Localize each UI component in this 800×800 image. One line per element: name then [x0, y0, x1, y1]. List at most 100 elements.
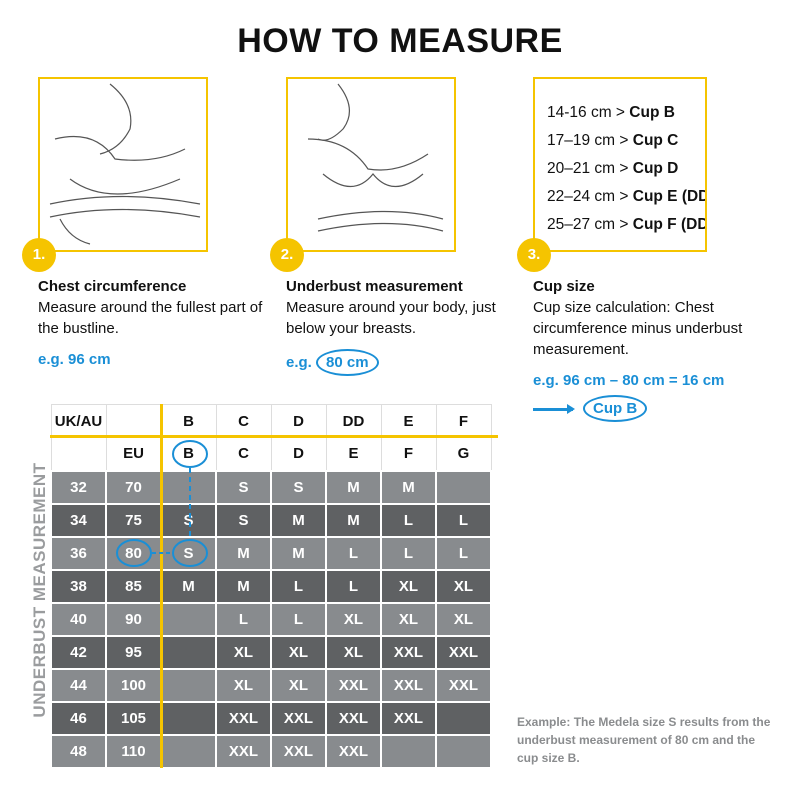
table-cell: L [270, 568, 327, 604]
table-row: UK/AU B C D DD E F [50, 404, 492, 438]
table-cell: XXL [325, 733, 382, 769]
yellow-divider-horizontal [50, 435, 498, 438]
table-cell [435, 469, 492, 505]
cup-row: 14-16 cm > Cup B [547, 104, 675, 121]
table-cell: F [435, 404, 492, 438]
table-cell: L [380, 502, 437, 538]
yellow-divider-vertical [160, 404, 163, 768]
table-cell: XXL [435, 667, 492, 703]
table-cell: 36 [50, 535, 107, 571]
table-cell: C [215, 437, 272, 471]
step-heading: Cup size [533, 278, 595, 295]
table-cell: M [325, 502, 382, 538]
table-row: 40 90 L L XL XL XL [50, 601, 492, 637]
underbust-measure-drawing-icon [307, 83, 444, 232]
step-underbust: Underbust measurement Measure around you… [286, 276, 501, 376]
table-cell: D [270, 437, 327, 471]
table-row: 36 80 S M M L L L [50, 535, 492, 571]
step-heading: Chest circumference [38, 278, 187, 295]
table-cell: 95 [105, 634, 162, 670]
table-cell: 105 [105, 700, 162, 736]
example-note: Example: The Medela size S results from … [517, 715, 771, 765]
table-cell: 38 [50, 568, 107, 604]
table-cell [50, 437, 107, 471]
step-badge-3: 3. [517, 238, 551, 272]
table-cell: 46 [50, 700, 107, 736]
step-example: e.g. 96 cm – 80 cm = 16 cm [533, 372, 725, 389]
step-result: Cup B [533, 395, 778, 422]
chest-illustration [38, 77, 208, 252]
table-cell: 100 [105, 667, 162, 703]
table-cell: M [270, 502, 327, 538]
table-cell: B [160, 404, 217, 438]
table-cell: EU [105, 437, 162, 471]
table-cell: XXL [270, 700, 327, 736]
table-cell: M [215, 535, 272, 571]
table-cell: 42 [50, 634, 107, 670]
step-cup: Cup size Cup size calculation: Chest cir… [533, 276, 778, 422]
table-cell: 40 [50, 601, 107, 637]
step-chest: Chest circumference Measure around the f… [38, 276, 263, 370]
table-cell: XXL [435, 634, 492, 670]
table-cell: XXL [380, 700, 437, 736]
table-cell: S [215, 469, 272, 505]
table-cell: XL [325, 601, 382, 637]
table-cell: XXL [380, 634, 437, 670]
table-cell [160, 634, 217, 670]
table-cell: M [160, 568, 217, 604]
table-cell [160, 469, 217, 505]
table-cell: M [215, 568, 272, 604]
step-text: Measure around the fullest part of the b… [38, 299, 263, 337]
table-row: 32 70 S S M M [50, 469, 492, 505]
table-cell [160, 667, 217, 703]
table-cell: L [325, 568, 382, 604]
table-cell: XL [435, 601, 492, 637]
table-cell: XL [270, 667, 327, 703]
table-cell: S [270, 469, 327, 505]
underbust-axis-label: UNDERBUST MEASUREMENT [30, 462, 49, 718]
table-cell: XL [435, 568, 492, 604]
table-cell: L [270, 601, 327, 637]
step-text: Cup size calculation: Chest circumferenc… [533, 299, 743, 358]
table-cell: B [160, 437, 217, 471]
table-cell [435, 733, 492, 769]
table-cell: L [380, 535, 437, 571]
table-cell: DD [325, 404, 382, 438]
table-cell: 85 [105, 568, 162, 604]
table-cell: E [380, 404, 437, 438]
example-oval: 80 cm [316, 349, 379, 376]
table-cell: XL [325, 634, 382, 670]
size-table: UK/AU B C D DD E F EU B C D E F G 32 70 S S M M 34 75 S S M M L L 36… [50, 404, 492, 769]
arrow-right-icon [533, 403, 575, 414]
table-cell: 34 [50, 502, 107, 538]
table-cell: S [160, 502, 217, 538]
table-cell: F [380, 437, 437, 471]
table-cell: 44 [50, 667, 107, 703]
table-cell: UK/AU [50, 404, 107, 438]
table-cell: XL [215, 634, 272, 670]
table-cell: XXL [215, 733, 272, 769]
table-row: 46 105 XXL XXL XXL XXL [50, 700, 492, 736]
table-cell [160, 601, 217, 637]
table-cell: XL [380, 601, 437, 637]
table-cell: 90 [105, 601, 162, 637]
table-row: 44 100 XL XL XXL XXL XXL [50, 667, 492, 703]
table-row: 48 110 XXL XXL XXL [50, 733, 492, 769]
table-cell: 48 [50, 733, 107, 769]
table-cell: XXL [270, 733, 327, 769]
table-row: EU B C D E F G [50, 437, 492, 471]
step-badge-1: 1. [22, 238, 56, 272]
table-cell: XXL [380, 667, 437, 703]
cup-row: 25–27 cm > Cup F (DDD) [547, 216, 705, 233]
underbust-illustration [286, 77, 456, 252]
cup-row: 22–24 cm > Cup E (DD) [547, 188, 707, 205]
table-cell: E [325, 437, 382, 471]
cup-row: 20–21 cm > Cup D [547, 160, 679, 177]
table-row: 42 95 XL XL XL XXL XXL [50, 634, 492, 670]
table-cell: 80 [105, 535, 162, 571]
table-cell: L [435, 502, 492, 538]
table-cell [380, 733, 437, 769]
table-row: 34 75 S S M M L L [50, 502, 492, 538]
cup-row: 17–19 cm > Cup C [547, 132, 679, 149]
step-example: e.g. 80 cm [286, 349, 501, 376]
